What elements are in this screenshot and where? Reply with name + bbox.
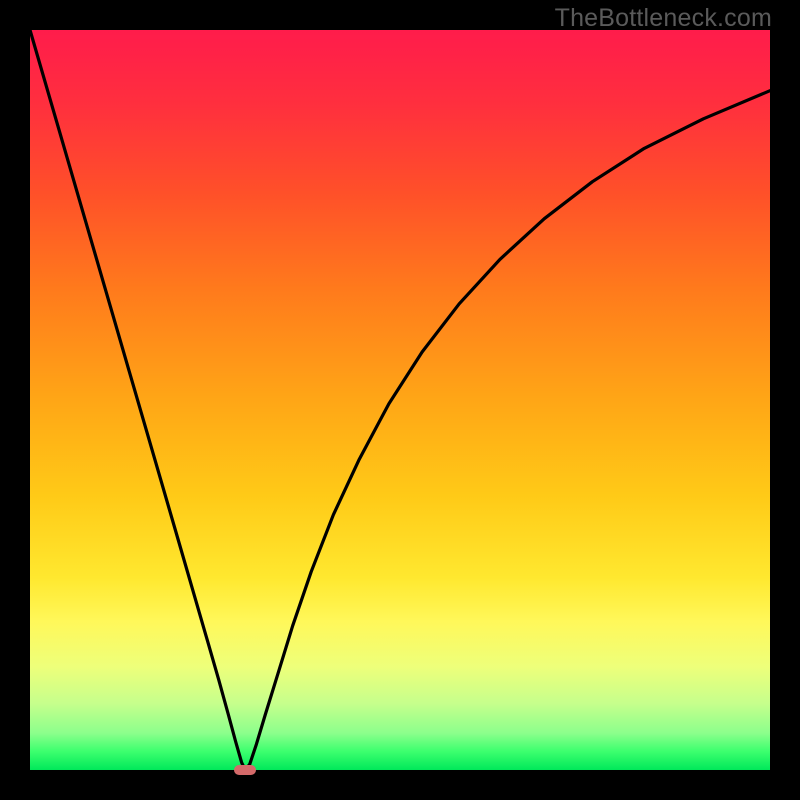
watermark-text: TheBottleneck.com: [555, 4, 772, 33]
optimal-marker: [234, 765, 256, 775]
bottleneck-curve: [30, 30, 770, 770]
chart-container: TheBottleneck.com: [0, 0, 800, 800]
plot-area: [30, 30, 770, 770]
